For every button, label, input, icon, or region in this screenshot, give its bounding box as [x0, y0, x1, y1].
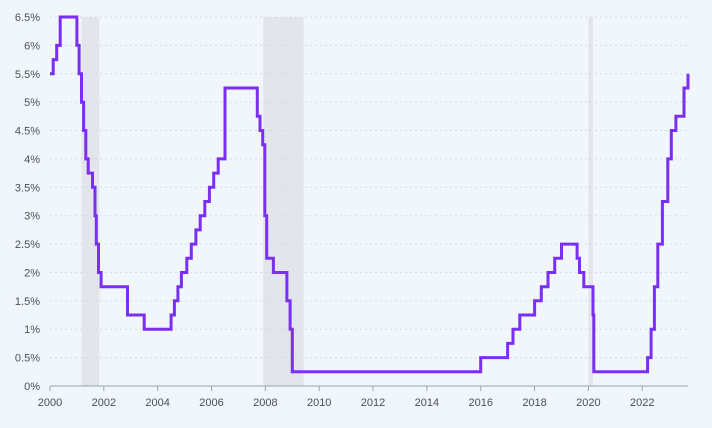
rate-series-line-0 — [50, 15, 690, 374]
y-tick-label: 6.5% — [15, 12, 40, 24]
y-tick-label: 1.5% — [15, 296, 40, 308]
x-tick-label: 2006 — [199, 397, 223, 409]
recession-band-1 — [263, 17, 304, 386]
y-tick-label: 2.5% — [15, 239, 40, 251]
recession-band-2 — [588, 17, 593, 386]
y-tick-label: 4.5% — [15, 126, 40, 138]
x-tick-label: 2012 — [361, 397, 385, 409]
x-tick-label: 2002 — [92, 397, 116, 409]
gridlines — [50, 16, 688, 359]
y-tick-label: 5% — [24, 97, 40, 109]
x-tick-label: 2014 — [415, 397, 439, 409]
y-tick-label: 0.5% — [15, 353, 40, 365]
axes — [49, 385, 688, 391]
y-tick-label: 1% — [24, 324, 40, 336]
x-tick-label: 2008 — [253, 397, 277, 409]
x-tick-label: 2022 — [630, 397, 654, 409]
y-tick-label: 3.5% — [15, 182, 40, 194]
y-tick-label: 6% — [24, 40, 40, 52]
recession-shading — [81, 17, 593, 386]
x-tick-label: 2018 — [522, 397, 546, 409]
y-tick-label: 2% — [24, 267, 40, 279]
series-group — [50, 15, 690, 374]
x-tick-label: 2020 — [576, 397, 600, 409]
x-tick-label: 2000 — [38, 397, 62, 409]
x-axis-labels: 2000 2002 2004 2006 2008 2010 2012 2014 2016 2018… — [38, 397, 655, 409]
y-tick-label: 5.5% — [15, 69, 40, 81]
y-tick-label: 3% — [24, 211, 40, 223]
recession-band-0 — [81, 17, 100, 386]
y-tick-label: 0% — [24, 381, 40, 393]
x-tick-label: 2010 — [307, 397, 331, 409]
x-tick-label: 2004 — [145, 397, 169, 409]
x-tick-label: 2016 — [468, 397, 492, 409]
y-tick-label: 4% — [24, 154, 40, 166]
y-axis-labels: 0% 0.5% 1% 1.5% 2% 2.5% 3% 3.5% 4% 4.5% 5% 5.5% 6% 6.… — [15, 12, 40, 393]
